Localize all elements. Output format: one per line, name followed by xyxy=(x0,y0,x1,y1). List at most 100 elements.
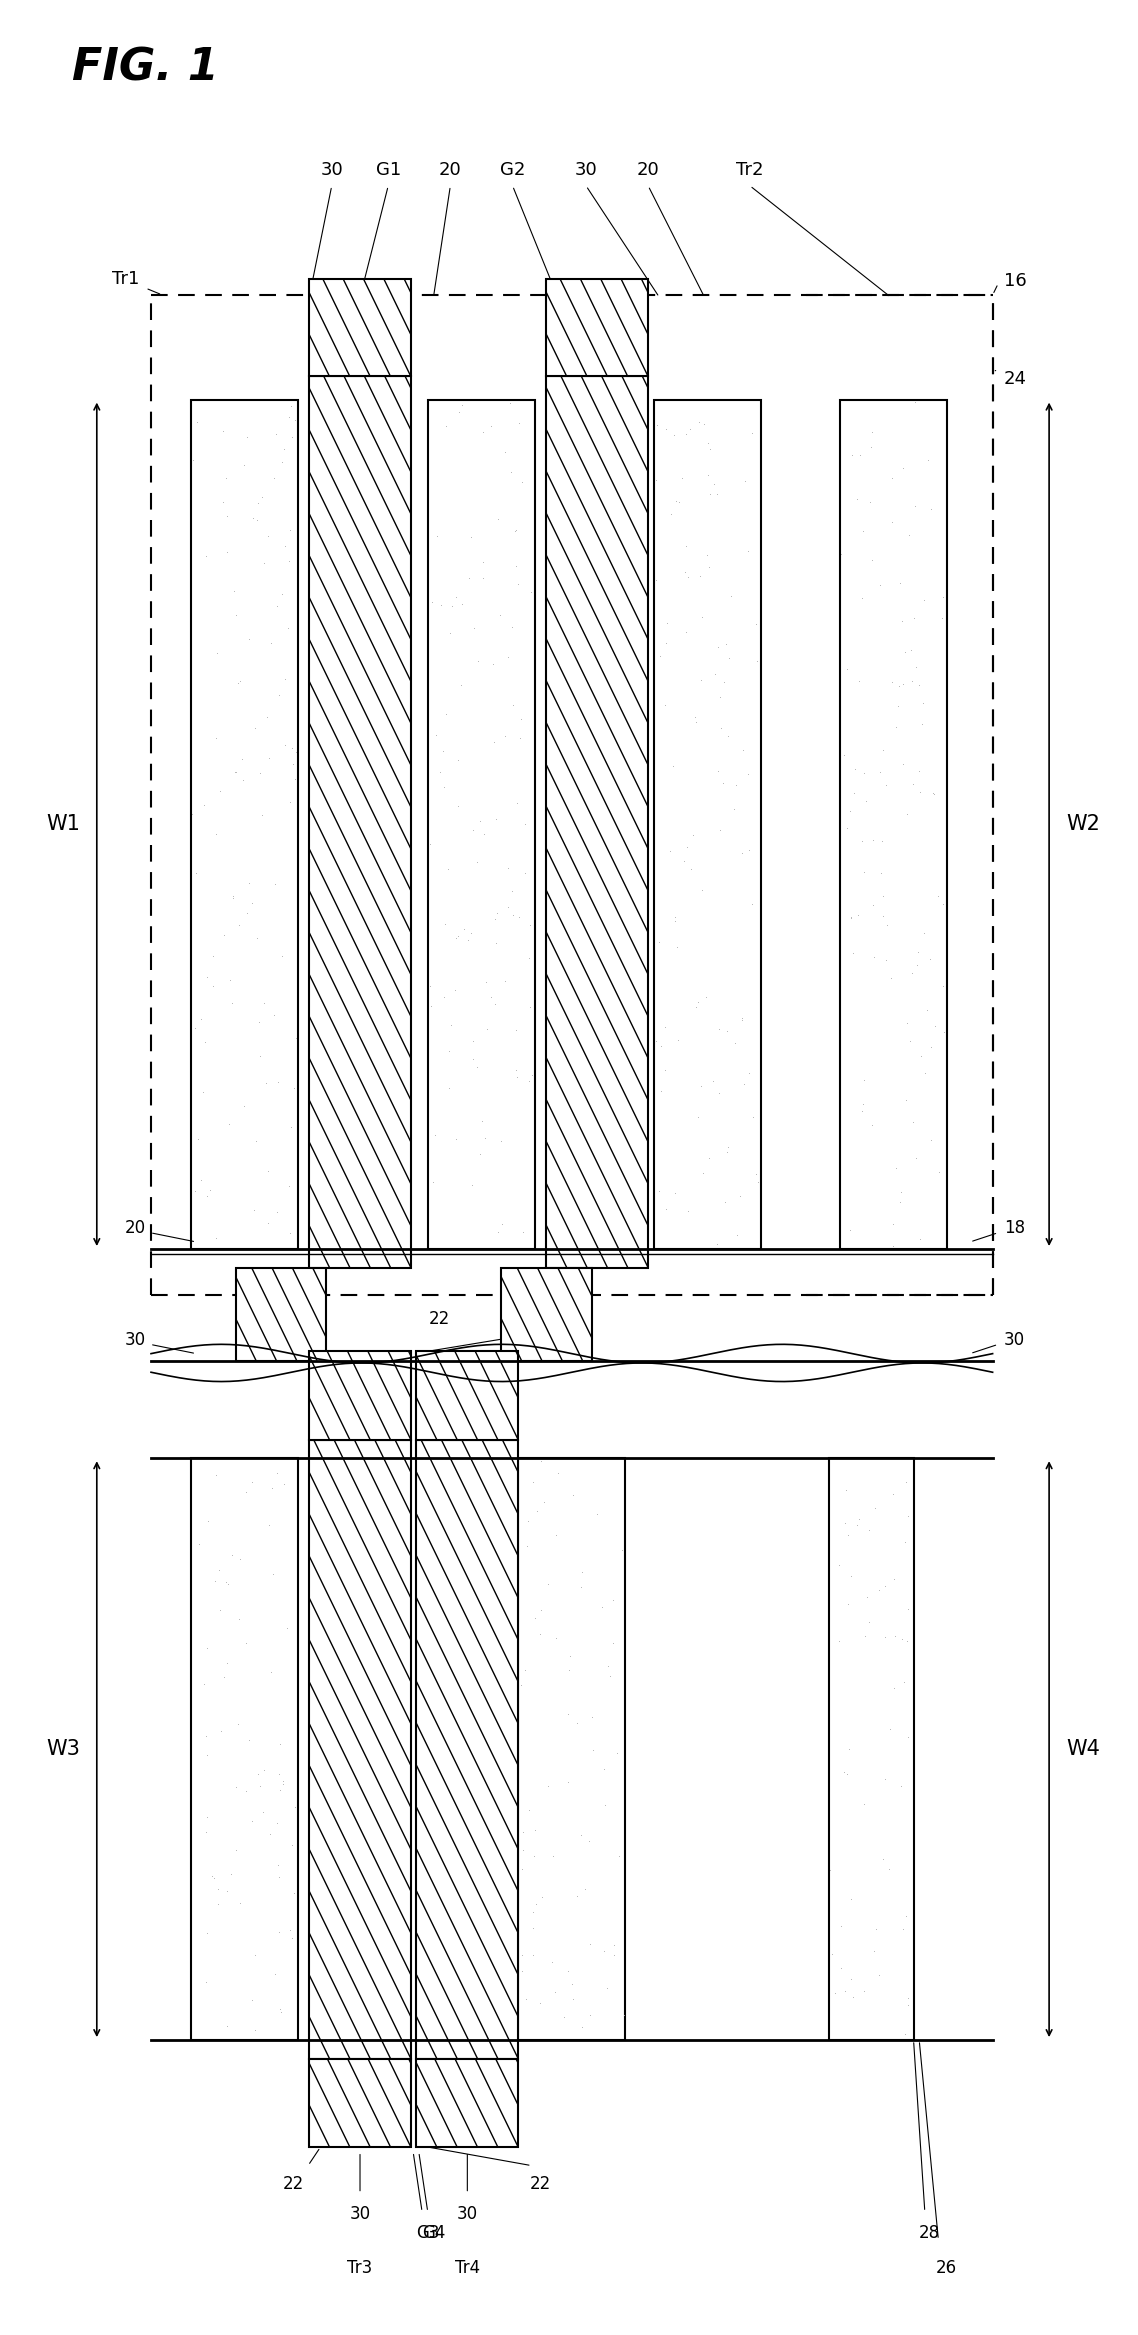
Point xyxy=(684,817,702,855)
Point xyxy=(257,1065,275,1102)
Point xyxy=(454,911,472,948)
Point xyxy=(887,1149,905,1186)
Text: W1: W1 xyxy=(46,815,80,834)
Point xyxy=(262,1653,280,1691)
Point xyxy=(893,745,912,782)
Point xyxy=(190,1525,208,1562)
Point xyxy=(521,906,539,943)
Point xyxy=(487,801,505,838)
Point xyxy=(718,1128,736,1165)
Point xyxy=(465,609,484,647)
Point xyxy=(661,495,679,532)
Text: 30: 30 xyxy=(349,2204,371,2223)
Point xyxy=(850,1501,868,1539)
Point xyxy=(890,565,908,602)
Point xyxy=(859,1511,877,1548)
Point xyxy=(865,939,883,976)
Point xyxy=(512,1667,530,1705)
Point xyxy=(287,1018,305,1055)
Point xyxy=(526,1812,544,1849)
Point xyxy=(718,717,736,754)
Point xyxy=(503,873,521,911)
Point xyxy=(510,899,528,936)
Point xyxy=(876,1761,894,1798)
Point xyxy=(244,1803,262,1840)
Point xyxy=(831,1623,849,1660)
Point xyxy=(442,1006,460,1044)
Point xyxy=(883,504,901,542)
Point xyxy=(231,1541,249,1578)
Point xyxy=(692,661,710,698)
Point xyxy=(655,1051,674,1088)
Point xyxy=(207,1457,225,1494)
Point xyxy=(254,1793,272,1831)
Point xyxy=(265,460,283,497)
Point xyxy=(700,549,718,586)
Point xyxy=(242,885,261,922)
Point xyxy=(488,894,506,932)
Point xyxy=(682,850,700,887)
Point xyxy=(248,920,266,957)
Bar xyxy=(310,2059,411,2146)
Point xyxy=(914,705,932,743)
Point xyxy=(517,806,535,843)
Point xyxy=(283,1826,302,1863)
Point xyxy=(250,1768,269,1805)
Point xyxy=(187,855,205,892)
Point xyxy=(198,1737,216,1775)
Point xyxy=(838,810,856,848)
Point xyxy=(270,677,288,715)
Point xyxy=(547,1620,566,1658)
Point xyxy=(277,528,295,565)
Point xyxy=(922,1027,940,1065)
Point xyxy=(701,474,719,511)
Point xyxy=(726,1025,744,1062)
Point xyxy=(677,829,695,866)
Point xyxy=(855,754,873,792)
Point xyxy=(469,642,487,679)
Point xyxy=(733,999,751,1037)
Point xyxy=(650,1172,668,1210)
Point xyxy=(447,920,465,957)
Point xyxy=(709,628,727,665)
Point xyxy=(488,500,506,537)
Text: G2: G2 xyxy=(500,161,526,180)
Point xyxy=(453,388,471,425)
Point xyxy=(452,665,470,703)
Point xyxy=(513,1952,531,1989)
Point xyxy=(506,1011,525,1048)
Point xyxy=(239,864,257,901)
Point xyxy=(215,915,233,953)
Point xyxy=(470,803,488,841)
Bar xyxy=(190,1459,298,2041)
Point xyxy=(610,1838,628,1875)
Point xyxy=(539,1768,558,1805)
Point xyxy=(572,1569,591,1606)
Point xyxy=(910,665,929,703)
Point xyxy=(253,796,271,834)
Point xyxy=(704,1062,723,1100)
Point xyxy=(214,411,232,448)
Point xyxy=(473,413,492,451)
Bar xyxy=(417,1441,518,2059)
Point xyxy=(651,637,669,675)
Point xyxy=(894,1663,913,1700)
Point xyxy=(748,642,766,679)
Point xyxy=(528,1492,546,1529)
Point xyxy=(265,997,283,1034)
Point xyxy=(230,1599,248,1637)
Point xyxy=(523,1464,542,1501)
Point xyxy=(854,511,872,549)
Point xyxy=(897,1081,915,1118)
Point xyxy=(564,1980,583,2017)
Point xyxy=(688,983,707,1020)
Point xyxy=(437,406,455,444)
Bar xyxy=(417,1352,518,1441)
Point xyxy=(195,1665,213,1702)
Point xyxy=(281,511,299,549)
Point xyxy=(822,1852,840,1889)
Point xyxy=(891,1184,909,1221)
Point xyxy=(223,985,241,1023)
Point xyxy=(546,1518,564,1555)
Point xyxy=(890,668,908,705)
